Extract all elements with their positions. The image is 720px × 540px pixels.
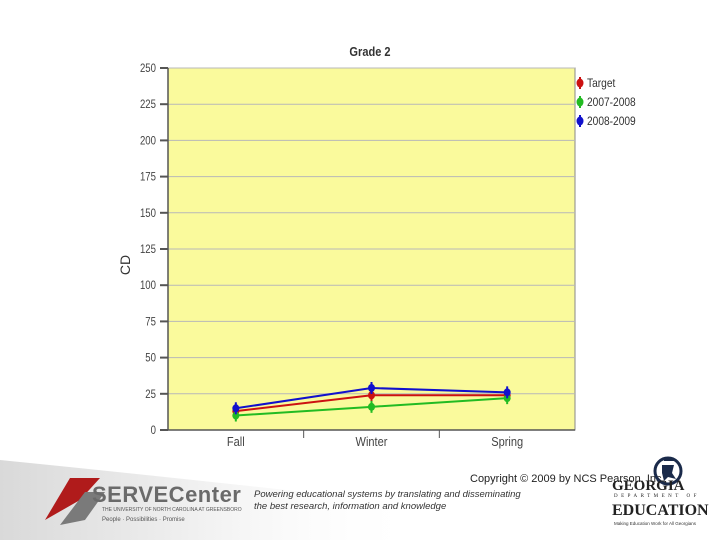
ga-education-text: EDUCATION: [612, 502, 709, 519]
y-tick-label: 0: [151, 424, 156, 437]
series-point: [232, 404, 240, 413]
footer-swoosh: [0, 460, 420, 540]
y-tick-label: 200: [140, 134, 156, 147]
legend-label: Target: [587, 77, 616, 90]
serve-center-tagline: People · Possibilities · Promise: [102, 517, 185, 523]
serve-center-name: SERVECenter: [92, 482, 242, 507]
legend-label: 2007-2008: [587, 96, 636, 109]
x-tick-label: Winter: [356, 434, 388, 449]
copyright-text: Copyright © 2009 by NCS Pearson, Inc.: [470, 473, 665, 485]
series-point: [368, 384, 375, 393]
y-tick-label: 225: [140, 98, 156, 111]
y-tick-label: 125: [140, 243, 156, 256]
legend-marker: [576, 97, 584, 107]
series-point: [368, 402, 375, 411]
ga-department-text: DEPARTMENT OF: [614, 494, 700, 499]
slogan: Powering educational systems by translat…: [254, 489, 554, 513]
y-tick-label: 25: [145, 388, 156, 401]
slogan-line-1: Powering educational systems by translat…: [254, 489, 521, 500]
y-tick-label: 75: [145, 315, 156, 328]
y-axis-title: CD: [117, 255, 133, 275]
x-tick-label: Spring: [491, 434, 523, 449]
y-tick-label: 150: [140, 207, 156, 220]
legend-label: 2008-2009: [587, 115, 636, 128]
series-point: [503, 388, 511, 397]
slogan-line-2: the best research, information and knowl…: [254, 501, 447, 512]
chart: 0 25 50 75 100 125 150 175 200 225 250 Fall Winter Sp…: [117, 44, 636, 449]
chart-title: Grade 2: [349, 44, 390, 59]
series-point: [232, 411, 240, 420]
serve-center-logo-mark: [45, 478, 105, 525]
serve-center-university: THE UNIVERSITY OF NORTH CAROLINA AT GREE…: [102, 507, 242, 513]
y-tick-label: 250: [140, 62, 156, 75]
y-tick-label: 175: [140, 171, 156, 184]
y-tick-label: 100: [140, 279, 156, 292]
ga-georgia-text: GEORGIA: [612, 478, 685, 494]
y-tick-label: 50: [145, 352, 156, 365]
series-point: [368, 391, 375, 400]
legend-marker: [576, 116, 584, 126]
georgia-doe-logo-figure: [653, 456, 683, 486]
x-tick-label: Fall: [227, 434, 245, 449]
ga-tagline: Making Education Work for All Georgians: [614, 521, 696, 526]
legend-marker: [576, 78, 584, 88]
